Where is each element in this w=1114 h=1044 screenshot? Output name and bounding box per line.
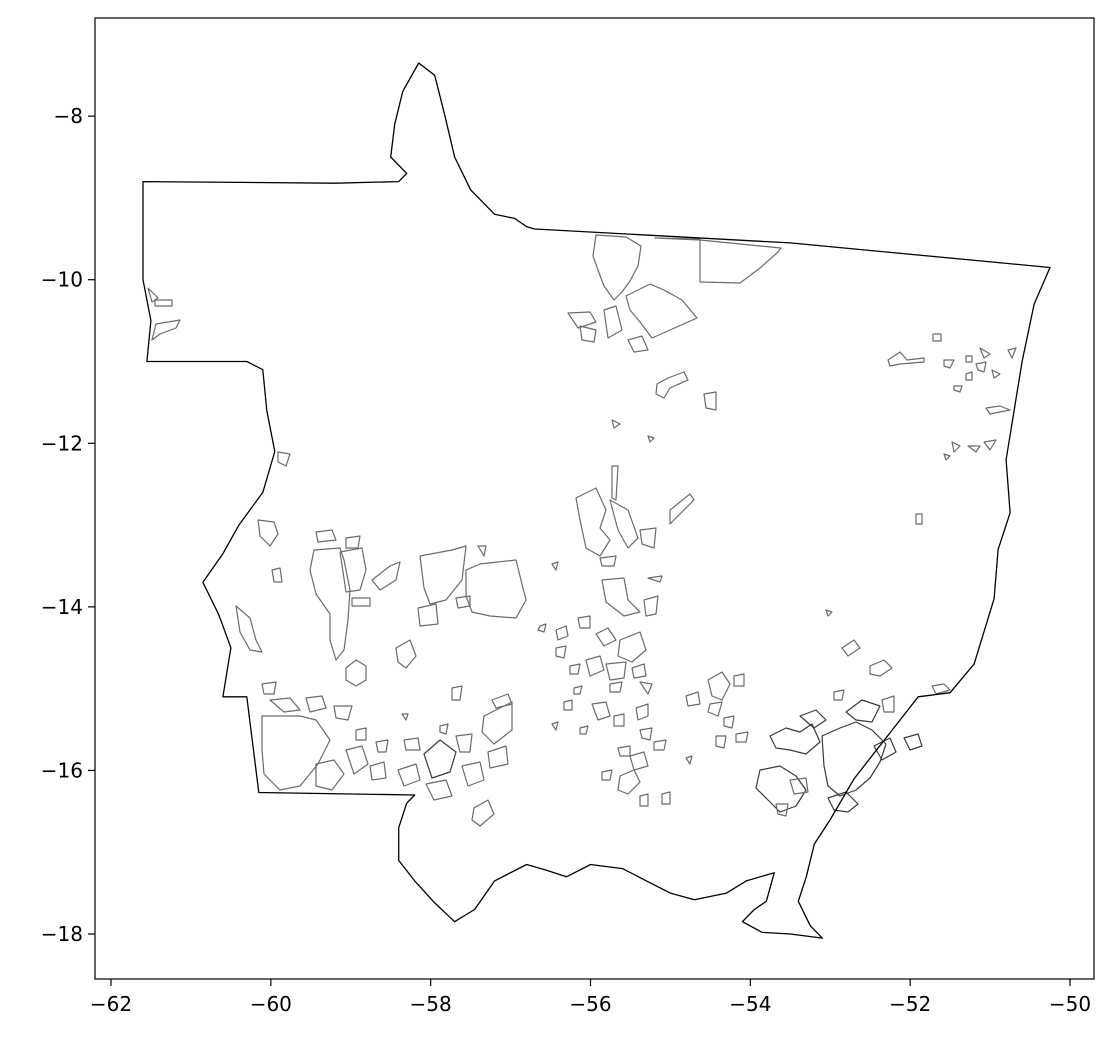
- y-tick-label: −14: [41, 595, 83, 619]
- x-tick-label: −54: [729, 992, 771, 1016]
- x-tick-label: −56: [569, 992, 611, 1016]
- x-tick-label: −60: [250, 992, 292, 1016]
- y-tick-label: −10: [41, 268, 83, 292]
- y-tick-label: −12: [41, 431, 83, 455]
- x-tick-label: −50: [1049, 992, 1091, 1016]
- x-tick-label: −52: [889, 992, 931, 1016]
- y-tick-label: −18: [41, 922, 83, 946]
- x-tick-label: −62: [90, 992, 132, 1016]
- y-tick-label: −16: [41, 758, 83, 782]
- x-tick-label: −58: [410, 992, 452, 1016]
- y-tick-label: −8: [54, 104, 83, 128]
